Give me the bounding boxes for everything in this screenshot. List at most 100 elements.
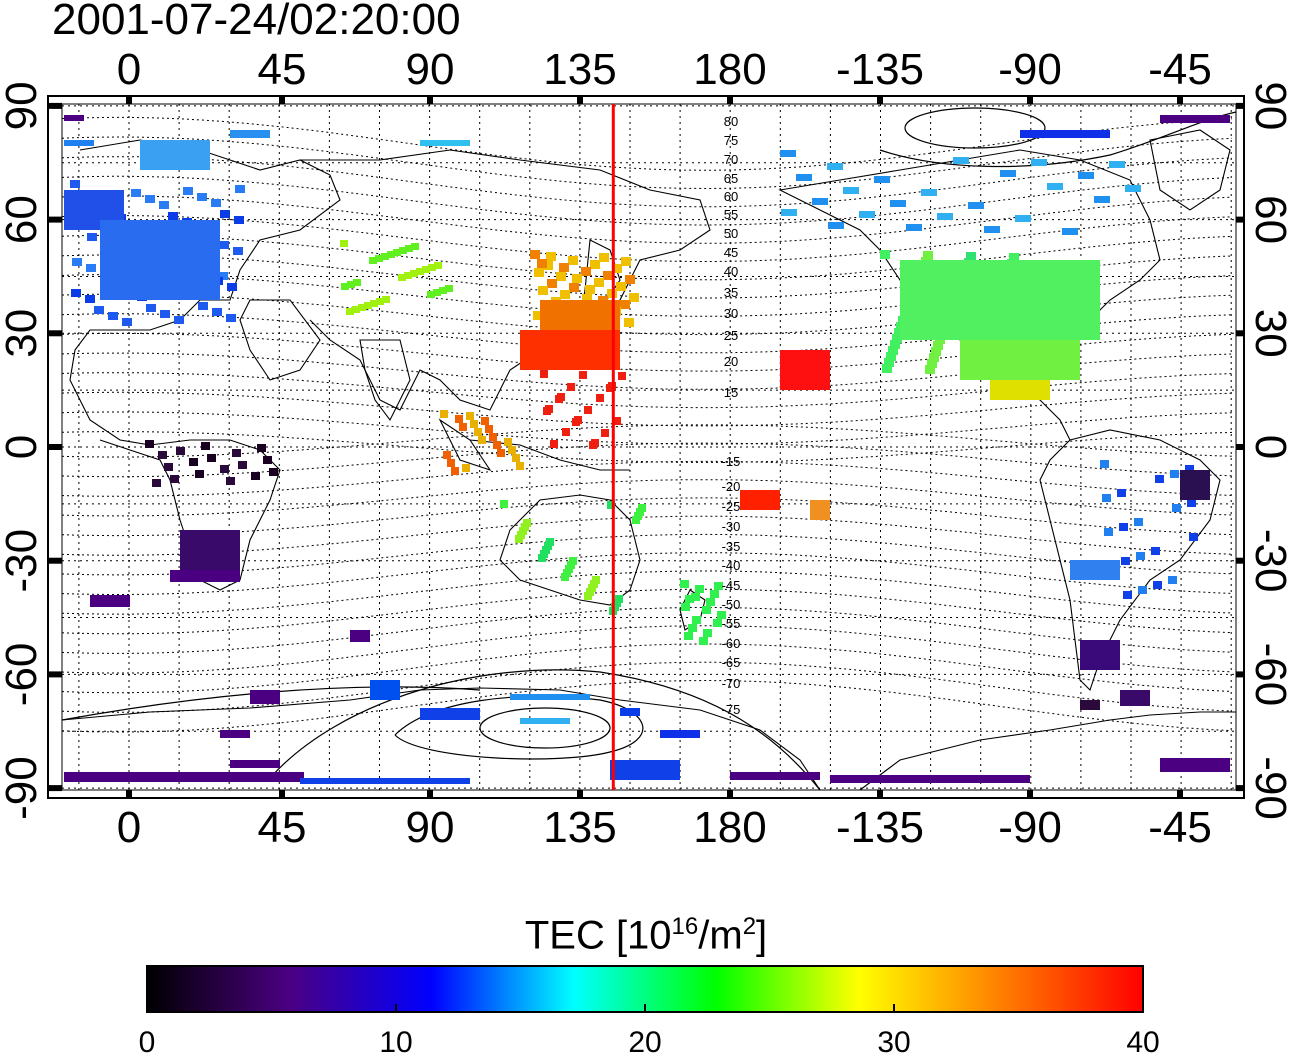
tec-patch bbox=[350, 630, 370, 642]
tec-patch bbox=[1047, 183, 1063, 190]
top-lon-label: -45 bbox=[1148, 45, 1212, 94]
tec-patch bbox=[968, 202, 984, 209]
tec-patch bbox=[990, 380, 1050, 400]
magnetic-lat-label: 30 bbox=[724, 306, 738, 321]
bottom-lon-label: -45 bbox=[1148, 803, 1212, 852]
tec-patch bbox=[843, 187, 859, 194]
tec-patch bbox=[220, 210, 230, 218]
tec-patch bbox=[681, 603, 690, 611]
right-lat-label: -30 bbox=[1246, 529, 1292, 593]
tec-patch bbox=[439, 287, 447, 294]
tec-patch bbox=[1189, 533, 1198, 541]
left-lat-label: -30 bbox=[0, 529, 46, 593]
tec-patch bbox=[370, 680, 400, 700]
tec-patch bbox=[624, 318, 634, 327]
tec-patch bbox=[176, 447, 185, 455]
tec-patch bbox=[64, 115, 84, 121]
tec-patch bbox=[618, 372, 626, 380]
tec-patch bbox=[929, 353, 939, 362]
coastline bbox=[499, 494, 641, 606]
magnetic-latitude-line bbox=[61, 442, 1233, 478]
tec-patch bbox=[540, 300, 620, 330]
tec-patch bbox=[263, 456, 272, 464]
tec-patch bbox=[122, 318, 132, 326]
magnetic-latitude-line bbox=[61, 570, 1233, 615]
tec-patch bbox=[581, 267, 591, 276]
tec-patch bbox=[925, 365, 935, 374]
tec-patch bbox=[569, 283, 579, 292]
tec-patch bbox=[358, 304, 366, 311]
tec-patch bbox=[404, 272, 412, 279]
plot-title: 2001-07-24/02:20:00 bbox=[52, 0, 461, 44]
tec-patch bbox=[1123, 591, 1132, 599]
tec-patch bbox=[376, 298, 384, 305]
colorbar-title: TEC [1016/m2] bbox=[524, 913, 768, 958]
top-lon-label: -135 bbox=[836, 45, 924, 94]
tec-patch bbox=[387, 251, 395, 258]
magnetic-latitude-line bbox=[61, 372, 1233, 409]
tec-patch bbox=[451, 467, 459, 475]
tec-patch bbox=[443, 451, 451, 459]
tec-patch bbox=[684, 632, 693, 640]
tec-patch bbox=[170, 475, 179, 483]
tec-patch bbox=[398, 274, 406, 281]
tec-patch bbox=[459, 423, 467, 431]
magnetic-lat-label: -70 bbox=[722, 676, 741, 691]
magnetic-latitude-line bbox=[61, 136, 1233, 189]
tec-patch bbox=[546, 252, 556, 261]
tec-patch bbox=[85, 295, 95, 303]
tec-patch bbox=[625, 275, 635, 284]
tec-patch bbox=[780, 350, 830, 390]
tec-patch bbox=[1119, 523, 1128, 531]
tec-patch bbox=[1136, 552, 1145, 560]
tec-patch bbox=[1153, 581, 1162, 589]
tec-patch bbox=[64, 140, 94, 146]
tec-patch bbox=[108, 312, 118, 320]
tec-patch bbox=[64, 772, 304, 782]
tec-patch bbox=[620, 708, 640, 716]
tec-patch bbox=[131, 189, 141, 197]
tec-patch bbox=[369, 257, 377, 264]
magnetic-lat-label: -65 bbox=[722, 655, 741, 670]
tec-patch bbox=[174, 316, 184, 324]
tec-patch bbox=[445, 285, 453, 292]
tec-patch bbox=[1172, 504, 1181, 512]
coastline bbox=[859, 711, 1236, 791]
tec-patch bbox=[393, 249, 401, 256]
tec-patch bbox=[1185, 465, 1194, 473]
tec-patch bbox=[90, 595, 130, 607]
tec-patch bbox=[632, 516, 640, 524]
tec-patch bbox=[1100, 460, 1109, 468]
magnetic-latitude-line bbox=[61, 116, 1233, 171]
tec-patch bbox=[616, 282, 626, 291]
tec-patch bbox=[812, 198, 828, 205]
tec-patch bbox=[547, 279, 557, 288]
tec-patch bbox=[195, 470, 204, 478]
tec-patch bbox=[927, 359, 937, 368]
tec-patch bbox=[1160, 115, 1230, 123]
tec-patch bbox=[86, 264, 96, 272]
tec-patch bbox=[966, 252, 976, 261]
tec-patch bbox=[189, 458, 198, 466]
left-lat-label: 90 bbox=[0, 81, 46, 130]
coastlines bbox=[61, 129, 1236, 791]
left-lat-label: 0 bbox=[0, 435, 46, 459]
tec-patch bbox=[585, 285, 595, 294]
tec-patch bbox=[516, 462, 524, 470]
tec-patch bbox=[1138, 586, 1147, 594]
magnetic-lat-label: 55 bbox=[724, 207, 738, 222]
bottom-lon-label: 0 bbox=[117, 803, 141, 852]
tec-patch bbox=[145, 440, 154, 448]
tec-patch bbox=[70, 180, 80, 188]
tec-patch bbox=[370, 300, 378, 307]
magnetic-lat-label: -25 bbox=[722, 499, 741, 514]
tec-patch bbox=[170, 570, 240, 582]
bottom-lon-label: 90 bbox=[406, 803, 455, 852]
magnetic-latitude-line bbox=[61, 313, 1233, 354]
tec-patch bbox=[713, 619, 722, 627]
right-lat-label: 0 bbox=[1246, 435, 1292, 459]
tec-patch bbox=[164, 463, 173, 471]
tec-patch bbox=[474, 428, 482, 436]
tec-patch bbox=[420, 140, 470, 146]
tec-patch bbox=[478, 436, 486, 444]
